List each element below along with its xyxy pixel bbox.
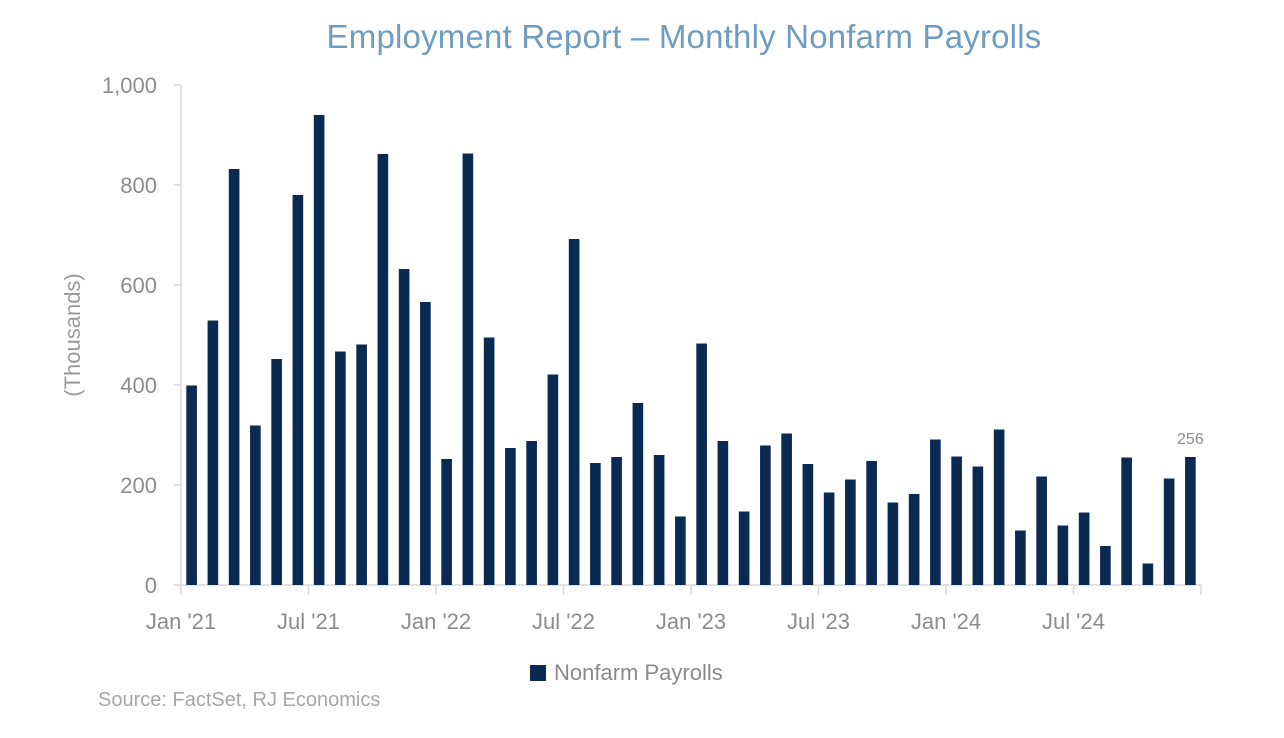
bar xyxy=(186,385,197,585)
bar xyxy=(951,456,962,585)
y-tick-label: 1,000 xyxy=(102,73,157,98)
bar xyxy=(696,343,707,585)
source-note: Source: FactSet, RJ Economics xyxy=(98,689,381,711)
bar xyxy=(845,479,856,585)
bar xyxy=(760,445,771,585)
bar xyxy=(887,502,899,585)
bar xyxy=(398,269,410,585)
bar xyxy=(908,494,920,585)
bar xyxy=(292,195,304,585)
bar xyxy=(972,466,984,585)
x-tick-label: Jul '22 xyxy=(532,609,595,634)
bar xyxy=(738,511,750,585)
bar xyxy=(675,516,686,585)
bar xyxy=(1036,476,1047,585)
y-tick-label: 400 xyxy=(120,373,157,398)
x-tick-label: Jul '21 xyxy=(277,609,340,634)
annotations: 256 xyxy=(1177,431,1204,448)
y-tick-label: 600 xyxy=(120,273,157,298)
x-tick-label: Jul '24 xyxy=(1042,609,1105,634)
bar xyxy=(462,153,474,585)
bar xyxy=(505,448,516,585)
bar xyxy=(866,461,877,585)
bar xyxy=(590,463,601,585)
y-tick-label: 200 xyxy=(120,473,157,498)
bar xyxy=(823,492,835,585)
bar xyxy=(313,115,325,585)
y-axis-title: (Thousands) xyxy=(60,273,85,397)
bar-series xyxy=(186,115,1196,585)
bar xyxy=(250,425,261,585)
x-tick-label: Jan '23 xyxy=(656,609,726,634)
x-tick-label: Jan '21 xyxy=(146,609,216,634)
chart-title: Employment Report – Monthly Nonfarm Payr… xyxy=(326,18,1042,55)
chart-axes: 0 200 400 600 800 1,000 Jan '21 Jul '21 Jan '22 J… xyxy=(102,73,1202,634)
x-tick-label: Jul '23 xyxy=(787,609,850,634)
bar xyxy=(611,457,622,585)
bar xyxy=(802,464,814,585)
bar xyxy=(526,441,537,585)
bar xyxy=(781,433,792,585)
legend: Nonfarm Payrolls xyxy=(530,658,723,688)
bar xyxy=(1121,457,1132,585)
bar xyxy=(717,441,729,585)
bar xyxy=(207,320,219,585)
bar xyxy=(632,403,644,585)
y-axis-title-group: (Thousands) xyxy=(60,273,85,397)
bar xyxy=(1185,457,1196,585)
bar xyxy=(420,302,431,585)
bar xyxy=(1163,478,1175,585)
legend-swatch xyxy=(530,665,546,681)
bar xyxy=(441,459,452,585)
x-tick-label: Jan '22 xyxy=(401,609,471,634)
y-tick-label: 0 xyxy=(145,573,157,598)
bar xyxy=(568,239,580,585)
legend-label: Nonfarm Payrolls xyxy=(554,660,723,685)
bar xyxy=(1057,525,1069,585)
bar xyxy=(356,344,367,585)
bar xyxy=(930,439,941,585)
bar xyxy=(483,337,495,585)
bar xyxy=(228,169,240,585)
bar xyxy=(1015,530,1026,585)
bar xyxy=(1100,546,1111,585)
data-label: 256 xyxy=(1177,431,1204,448)
bar xyxy=(377,154,389,585)
bar xyxy=(1078,512,1090,585)
bar xyxy=(335,351,346,585)
bar xyxy=(547,374,559,585)
bar xyxy=(271,359,282,585)
x-tick-label: Jan '24 xyxy=(911,609,981,634)
bar xyxy=(1142,563,1154,585)
bar xyxy=(993,429,1005,585)
y-tick-label: 800 xyxy=(120,173,157,198)
bar xyxy=(653,455,665,585)
